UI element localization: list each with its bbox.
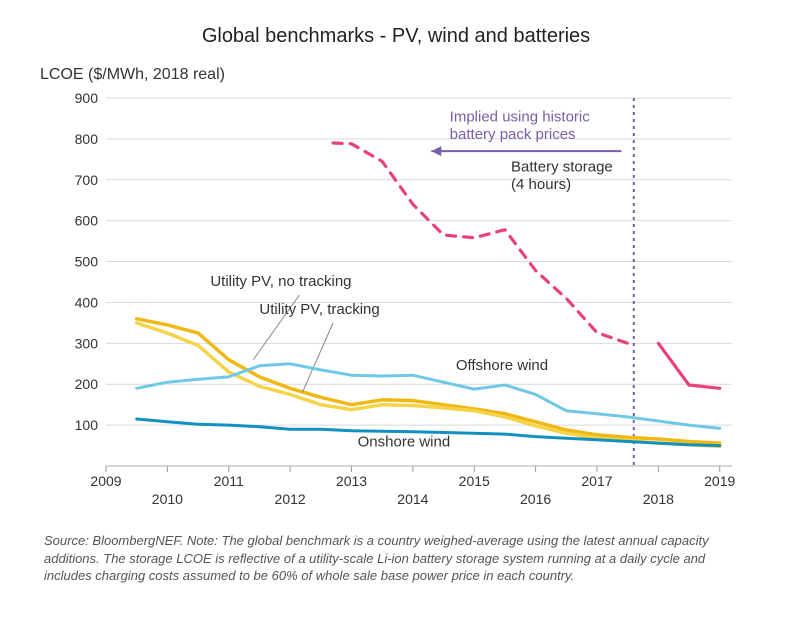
svg-text:Battery storage: Battery storage: [511, 159, 613, 176]
line-chart: 100 200 300 400 500 600 700 800 900 2009 2010 2011 2…: [46, 90, 746, 520]
svg-text:2011: 2011: [214, 473, 244, 489]
svg-text:2013: 2013: [336, 473, 367, 489]
svg-text:500: 500: [75, 254, 99, 270]
svg-text:2017: 2017: [581, 473, 612, 489]
svg-text:2012: 2012: [275, 491, 306, 507]
svg-text:2015: 2015: [459, 473, 490, 489]
svg-text:Onshore wind: Onshore wind: [358, 433, 451, 450]
svg-text:2019: 2019: [704, 473, 735, 489]
svg-text:2009: 2009: [90, 473, 121, 489]
svg-text:Offshore wind: Offshore wind: [456, 357, 548, 374]
chart-page: Global benchmarks - PV, wind and batteri…: [0, 0, 792, 630]
svg-text:2010: 2010: [152, 491, 183, 507]
chart-area: 100 200 300 400 500 600 700 800 900 2009 2010 2011 2…: [46, 90, 746, 520]
svg-text:2016: 2016: [520, 491, 551, 507]
chart-title: Global benchmarks - PV, wind and batteri…: [40, 25, 752, 48]
svg-text:Implied using historic: Implied using historic: [450, 109, 591, 126]
svg-text:Utility PV, no tracking: Utility PV, no tracking: [210, 273, 351, 290]
svg-text:100: 100: [75, 417, 99, 433]
svg-text:800: 800: [75, 131, 99, 147]
svg-text:2018: 2018: [643, 491, 674, 507]
svg-text:700: 700: [75, 172, 99, 188]
svg-text:(4 hours): (4 hours): [511, 176, 571, 193]
svg-text:300: 300: [75, 335, 99, 351]
y-axis-label: LCOE ($/MWh, 2018 real): [40, 66, 752, 84]
svg-text:400: 400: [75, 294, 99, 310]
svg-text:200: 200: [75, 376, 99, 392]
svg-text:900: 900: [75, 90, 99, 106]
svg-text:Utility PV, tracking: Utility PV, tracking: [259, 301, 379, 318]
source-footnote: Source: BloombergNEF. Note: The global b…: [44, 532, 748, 585]
svg-text:2014: 2014: [397, 491, 428, 507]
svg-text:600: 600: [75, 213, 99, 229]
svg-text:battery pack prices: battery pack prices: [450, 126, 576, 143]
